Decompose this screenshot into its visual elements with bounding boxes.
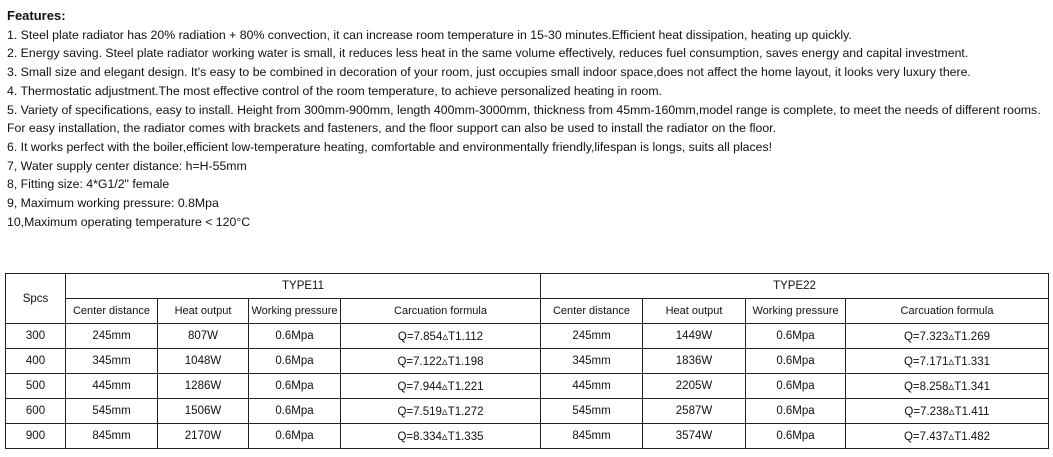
table-cell: 0.6Mpa xyxy=(745,398,846,424)
table-cell: 845mm xyxy=(65,423,158,449)
table-cell: 245mm xyxy=(540,323,643,349)
table-cell: 0.6Mpa xyxy=(745,323,846,349)
table-cell: Q=7.944▵T1.221 xyxy=(340,373,541,399)
table-cell: Q=7.854▵T1.112 xyxy=(340,323,541,349)
column-header: Center distance xyxy=(540,298,643,324)
column-header: Heat output xyxy=(157,298,249,324)
features-list: 1. Steel plate radiator has 20% radiatio… xyxy=(7,26,1052,232)
table-cell: 2587W xyxy=(642,398,746,424)
table-cell: 445mm xyxy=(540,373,643,399)
table-cell: 600 xyxy=(5,398,66,424)
table-cell: 1449W xyxy=(642,323,746,349)
table-cell: Q=7.171▵T1.331 xyxy=(845,348,1049,374)
table-cell: 1506W xyxy=(157,398,249,424)
column-header: Carcuation formula xyxy=(845,298,1049,324)
feature-item: 8, Fitting size: 4*G1/2" female xyxy=(7,177,170,192)
table-cell: 0.6Mpa xyxy=(248,423,341,449)
column-header: Carcuation formula xyxy=(340,298,541,324)
column-header: Center distance xyxy=(65,298,158,324)
type22-header: TYPE22 xyxy=(540,273,1049,299)
table-cell: 0.6Mpa xyxy=(248,348,341,374)
table-cell: 807W xyxy=(157,323,249,349)
spec-table: Spcs TYPE11 TYPE22 Center distance Heat o… xyxy=(5,273,1049,449)
table-cell: 0.6Mpa xyxy=(248,398,341,424)
table-row: 400 345mm 1048W 0.6Mpa Q=7.122▵T1.198 345mm 18… xyxy=(5,348,1049,374)
table-cell: Q=7.519▵T1.272 xyxy=(340,398,541,424)
feature-item: 4. Thermostatic adjustment.The most effe… xyxy=(7,83,663,98)
table-cell: 300 xyxy=(5,323,66,349)
table-cell: Q=7.122▵T1.198 xyxy=(340,348,541,374)
table-cell: 245mm xyxy=(65,323,158,349)
table-cell: Q=7.323▵T1.269 xyxy=(845,323,1049,349)
table-cell: Q=7.437▵T1.482 xyxy=(845,423,1049,449)
table-cell: 0.6Mpa xyxy=(745,423,846,449)
table-cell: 545mm xyxy=(65,398,158,424)
table-cell: Q=8.258▵T1.341 xyxy=(845,373,1049,399)
feature-item: 3. Small size and elegant design. It's e… xyxy=(7,65,971,80)
feature-item: 9, Maximum working pressure: 0.8Mpa xyxy=(7,196,219,211)
table-row: 500 445mm 1286W 0.6Mpa Q=7.944▵T1.221 445mm 22… xyxy=(5,373,1049,399)
table-cell: 500 xyxy=(5,373,66,399)
feature-item: 2. Energy saving. Steel plate radiator w… xyxy=(7,46,969,61)
table-row: 600 545mm 1506W 0.6Mpa Q=7.519▵T1.272 545mm 25… xyxy=(5,398,1049,424)
feature-item: 7, Water supply center distance: h=H-55m… xyxy=(7,158,247,173)
table-cell: 1836W xyxy=(642,348,746,374)
table-cell: 400 xyxy=(5,348,66,374)
features-section: Features: 1. Steel plate radiator has 20… xyxy=(7,7,1052,231)
table-cell: Q=8.334▵T1.335 xyxy=(340,423,541,449)
table-row: 900 845mm 2170W 0.6Mpa Q=8.334▵T1.335 845mm 35… xyxy=(5,423,1049,449)
table-cell: 1286W xyxy=(157,373,249,399)
column-header: Heat output xyxy=(642,298,746,324)
table-cell: 445mm xyxy=(65,373,158,399)
features-title: Features: xyxy=(7,8,66,23)
table-cell: 845mm xyxy=(540,423,643,449)
feature-item: 6. It works perfect with the boiler,effi… xyxy=(7,139,773,154)
feature-item: 1. Steel plate radiator has 20% radiatio… xyxy=(7,27,852,42)
table-cell: 0.6Mpa xyxy=(248,323,341,349)
table-cell: 345mm xyxy=(65,348,158,374)
table-cell: Q=7.238▵T1.411 xyxy=(845,398,1049,424)
table-cell: 545mm xyxy=(540,398,643,424)
table-cell: 2170W xyxy=(157,423,249,449)
table-cell: 0.6Mpa xyxy=(248,373,341,399)
table-cell: 900 xyxy=(5,423,66,449)
table-cell: 0.6Mpa xyxy=(745,373,846,399)
table-cell: 345mm xyxy=(540,348,643,374)
table-row: 300 245mm 807W 0.6Mpa Q=7.854▵T1.112 245mm 144… xyxy=(5,323,1049,349)
table-cell: 0.6Mpa xyxy=(745,348,846,374)
column-header: Working pressure xyxy=(745,298,846,324)
table-cell: 3574W xyxy=(642,423,746,449)
feature-item: 10,Maximum operating temperature < 120°C xyxy=(7,214,251,229)
type11-header: TYPE11 xyxy=(65,273,541,299)
table-cell: 1048W xyxy=(157,348,249,374)
feature-item: 5. Variety of specifications, easy to in… xyxy=(7,102,1041,136)
column-header: Working pressure xyxy=(248,298,341,324)
spcs-header: Spcs xyxy=(5,273,66,324)
table-cell: 2205W xyxy=(642,373,746,399)
